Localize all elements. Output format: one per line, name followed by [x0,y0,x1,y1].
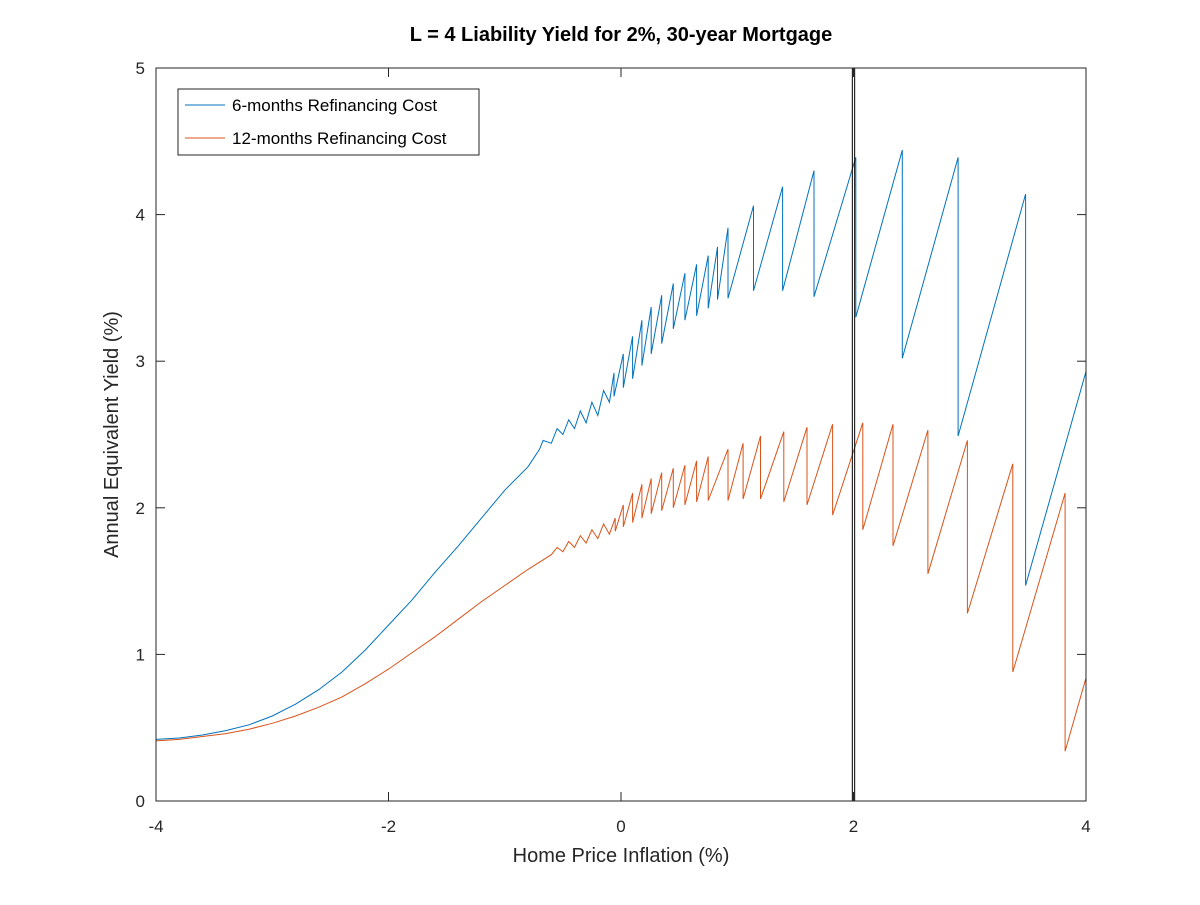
legend-box [177,88,480,156]
x-axis-label: Home Price Inflation (%) [513,845,730,867]
tick-layer: -4 -2 0 2 4 0 1 2 3 4 5 [136,59,1091,836]
series-line-1 [155,149,1087,740]
x-tick-label: -2 [381,817,396,836]
legend: 6-months Refinancing Cost 12-months Refi… [177,88,480,156]
plot-area-background [156,68,1086,801]
y-tick-label: 3 [136,352,145,371]
y-tick-label: 4 [136,206,145,225]
y-tick-label: 2 [136,499,145,518]
legend-entry-series-1: 6-months Refinancing Cost [232,96,437,115]
legend-entry-series-2: 12-months Refinancing Cost [232,129,447,148]
y-axis-label: Annual Equivalent Yield (%) [101,311,123,558]
y-tick-label: 5 [136,59,145,78]
y-tick-label: 0 [136,792,145,811]
x-tick-label: 0 [616,817,625,836]
x-tick-label: 2 [849,817,858,836]
series-line-2 [155,422,1087,752]
series-layer [155,149,1087,752]
y-tick-label: 1 [136,645,145,664]
vertical-lines-layer [851,68,856,801]
x-tick-label: -4 [148,817,163,836]
chart-title: L = 4 Liability Yield for 2%, 30-year Mo… [410,24,833,46]
x-tick-label: 4 [1081,817,1090,836]
